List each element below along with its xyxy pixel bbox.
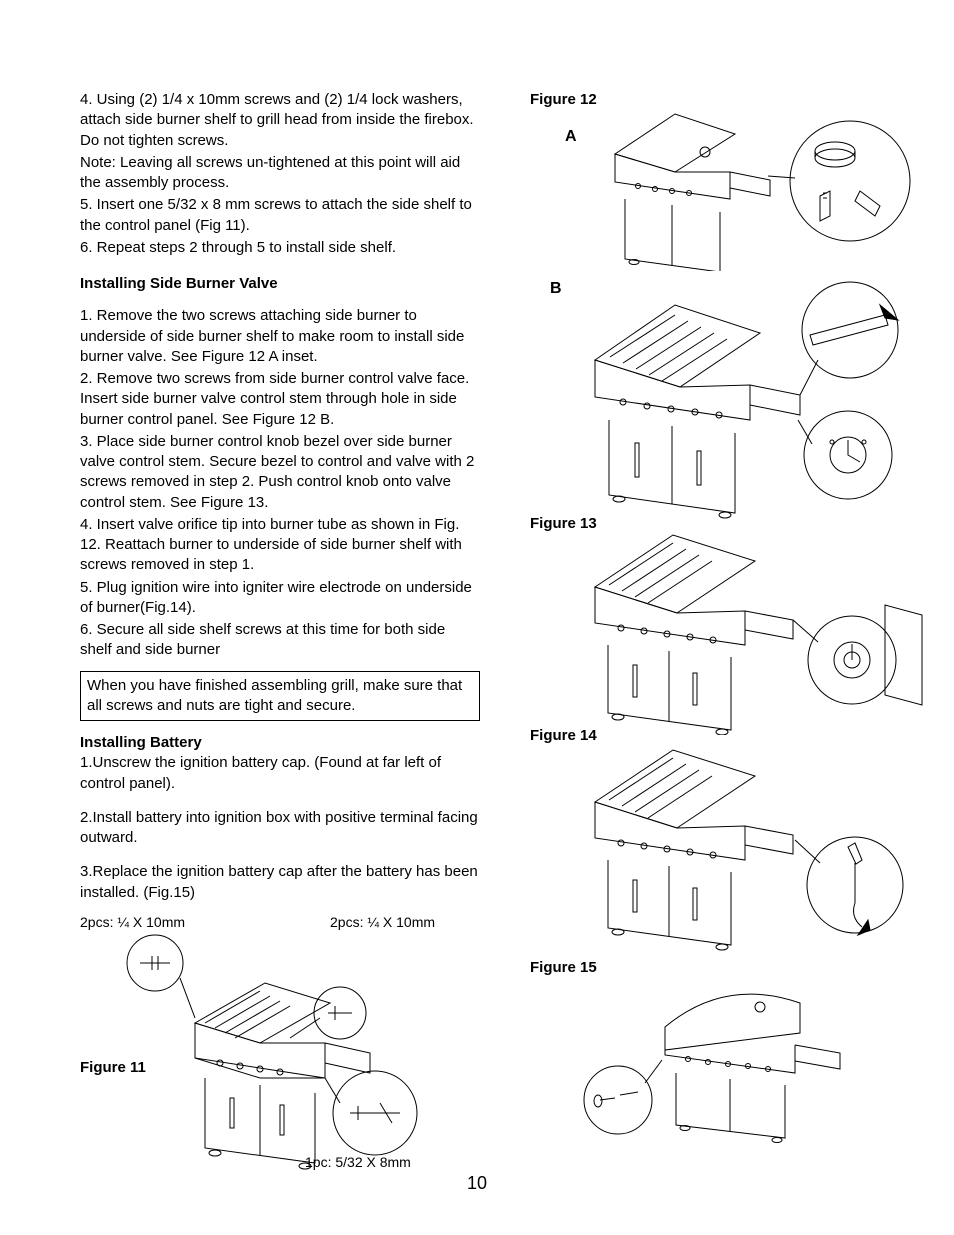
valve-step-2: 2. Remove two screws from side burner co… — [80, 369, 480, 430]
figure-11-diagram — [80, 928, 480, 1178]
page-number: 10 — [0, 1171, 954, 1195]
assembly-note-text: When you have finished assembling grill,… — [87, 677, 462, 714]
page-columns: 4. Using (2) 1/4 x 10mm screws and (2) 1… — [80, 90, 914, 1173]
valve-step-4: 4. Insert valve orifice tip into burner … — [80, 515, 480, 576]
battery-step-1: 1.Unscrew the ignition battery cap. (Fou… — [80, 753, 480, 794]
battery-step-2: 2.Install battery into ignition box with… — [80, 808, 480, 849]
figure-12a-diagram — [550, 96, 930, 271]
figure-11-wrap: 2pcs: ¼ X 10mm 2pcs: ¼ X 10mm Figure 11 … — [80, 913, 480, 1173]
note-line: Note: Leaving all screws un-tightened at… — [80, 153, 480, 194]
battery-step-3: 3.Replace the ignition battery cap after… — [80, 862, 480, 903]
step-6: 6. Repeat steps 2 through 5 to install s… — [80, 238, 480, 258]
figure-12b-diagram — [550, 280, 930, 520]
battery-heading: Installing Battery — [80, 733, 480, 753]
valve-step-5: 5. Plug ignition wire into igniter wire … — [80, 578, 480, 619]
assembly-note-box: When you have finished assembling grill,… — [80, 671, 480, 722]
valve-heading: Installing Side Burner Valve — [80, 274, 480, 294]
figure-15-diagram — [580, 975, 920, 1145]
figure-14-diagram — [550, 735, 930, 955]
valve-step-1: 1. Remove the two screws attaching side … — [80, 306, 480, 367]
battery-steps: 1.Unscrew the ignition battery cap. (Fou… — [80, 753, 480, 903]
step-4: 4. Using (2) 1/4 x 10mm screws and (2) 1… — [80, 90, 480, 151]
right-column: Figure 12 A — [510, 90, 914, 1173]
valve-step-6: 6. Secure all side shelf screws at this … — [80, 620, 480, 661]
intro-block: 4. Using (2) 1/4 x 10mm screws and (2) 1… — [80, 90, 480, 258]
figure-13-diagram — [550, 520, 930, 735]
valve-steps: 1. Remove the two screws attaching side … — [80, 306, 480, 660]
valve-step-3: 3. Place side burner control knob bezel … — [80, 432, 480, 513]
left-column: 4. Using (2) 1/4 x 10mm screws and (2) 1… — [80, 90, 480, 1173]
step-5: 5. Insert one 5/32 x 8 mm screws to atta… — [80, 195, 480, 236]
